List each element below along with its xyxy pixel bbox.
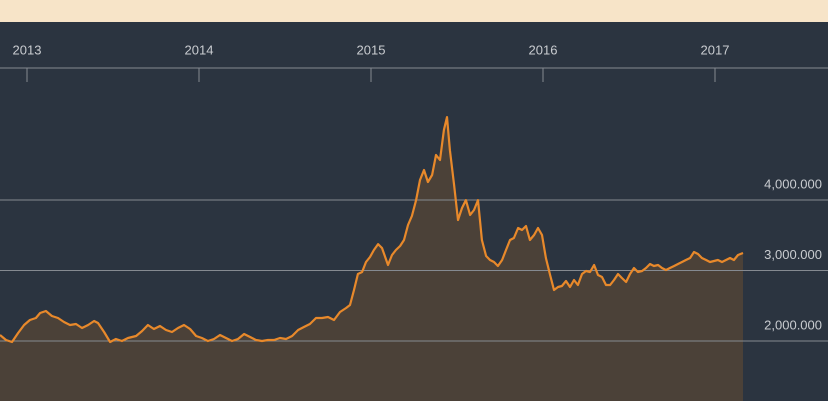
x-tick-label: 2016 (529, 42, 558, 57)
y-tick-label: 4,000.000 (764, 176, 822, 191)
area-fill (0, 117, 743, 401)
x-tick-label: 2015 (357, 42, 386, 57)
top-band (0, 0, 828, 22)
x-tick-label: 2014 (185, 42, 214, 57)
x-tick-label: 2013 (13, 42, 42, 57)
x-tick-label: 2017 (701, 42, 730, 57)
line (0, 116, 744, 344)
y-tick-label: 2,000.000 (764, 317, 822, 332)
y-tick-label: 3,000.000 (764, 247, 822, 262)
